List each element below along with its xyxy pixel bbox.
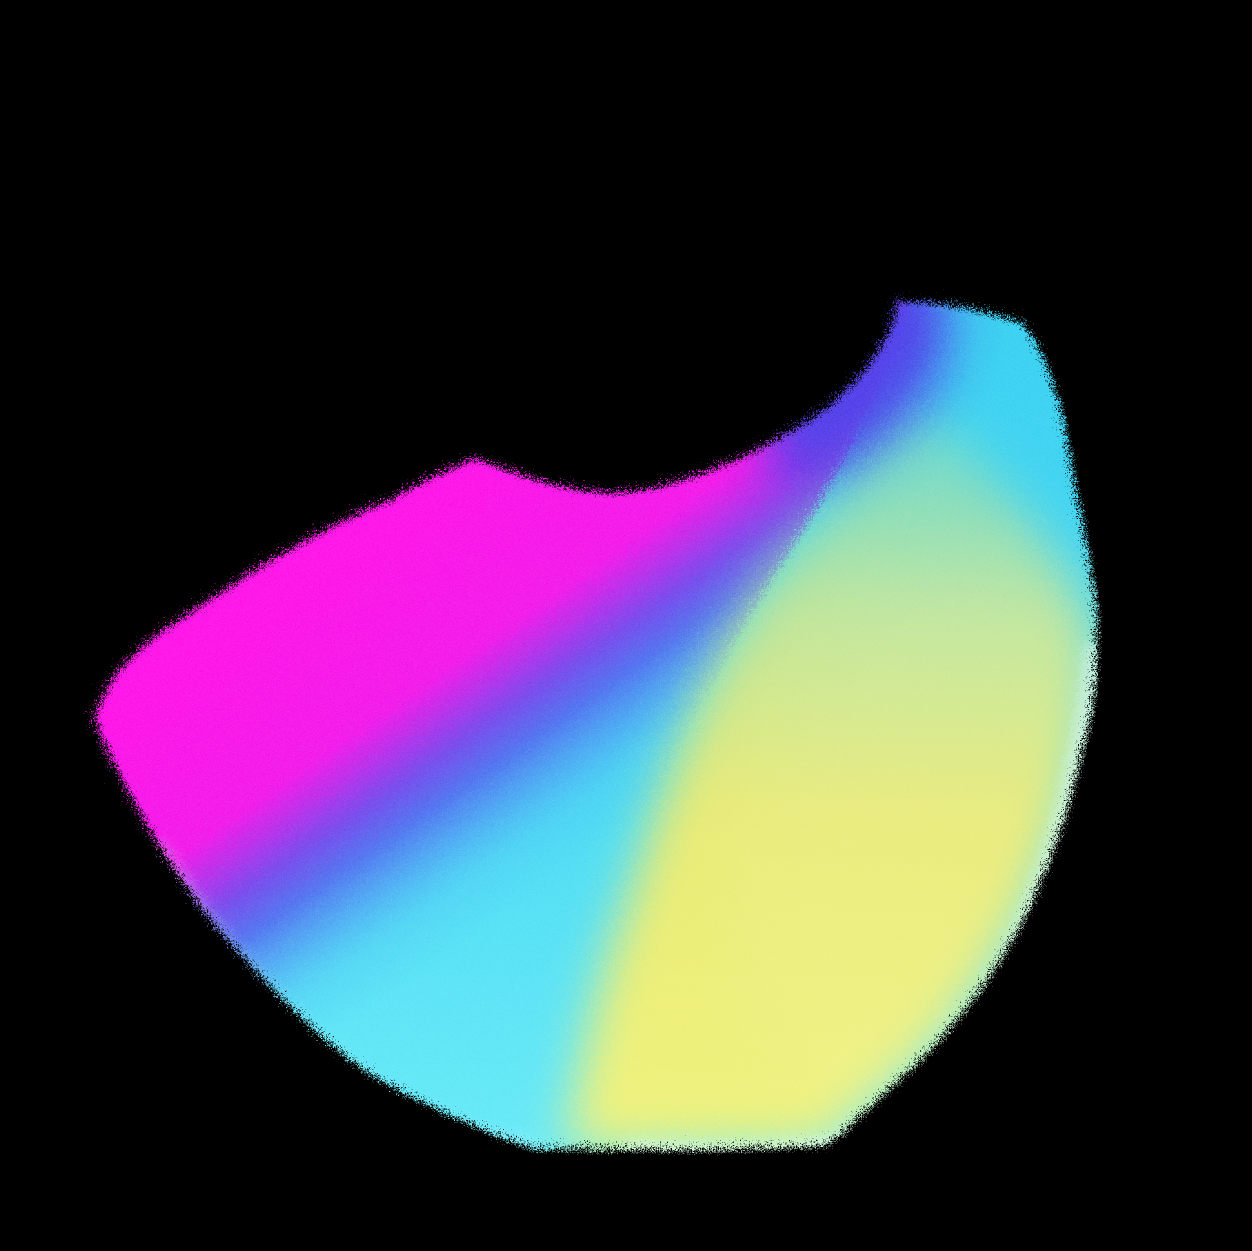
surface-render-canvas [88, 294, 1091, 1143]
render-stage [88, 294, 1091, 1143]
surface-blob [88, 294, 1091, 1143]
